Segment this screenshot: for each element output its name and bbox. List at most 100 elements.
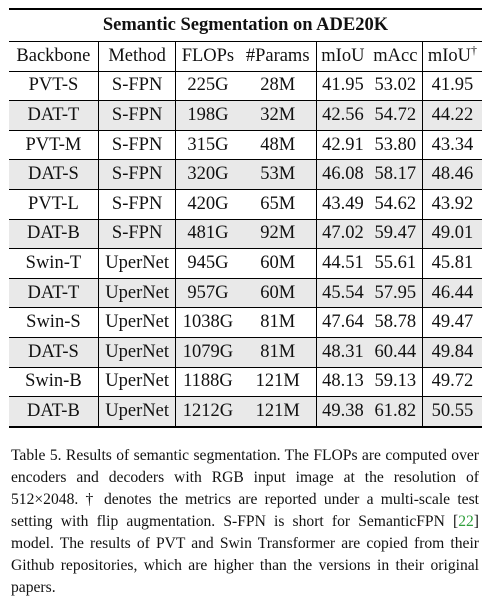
cell-macc: 55.61 (374, 252, 417, 273)
cell-miou: 42.91 (315, 130, 369, 160)
cell-backbone: Swin-S (26, 312, 81, 333)
table-row: PVT-S S-FPN 225G 28M 41.95 53.02 41.95 (9, 71, 482, 101)
cell-macc: 59.13 (374, 371, 417, 392)
table-title-row: Semantic Segmentation on ADE20K (9, 8, 482, 42)
cell-backbone: DAT-S (9, 159, 99, 190)
header-macc: mAcc (368, 41, 423, 72)
cell-flops: 1212G (175, 396, 240, 427)
cell-miou-ms: 44.22 (421, 100, 482, 131)
header-miou-ms-label: mIoU (427, 45, 472, 66)
cell-params: 121M (255, 371, 300, 392)
table-title: Semantic Segmentation on ADE20K (9, 8, 482, 42)
cell-flops: 225G (175, 71, 240, 101)
table-row: PVT-L S-FPN 420G 65M 43.49 54.62 43.92 (9, 189, 482, 220)
cell-macc: 61.82 (368, 396, 423, 427)
table-row: PVT-M S-FPN 315G 48M 42.91 53.80 43.34 (9, 130, 482, 160)
cell-miou: 45.54 (315, 278, 369, 308)
cell-method: UperNet (97, 248, 176, 279)
table-row: Swin-S UperNet 1038G 81M 47.64 58.78 49.47 (9, 307, 482, 338)
cell-miou-ms: 48.46 (421, 159, 482, 190)
results-table: Semantic Segmentation on ADE20K Backbone… (9, 8, 482, 428)
cell-backbone: Swin-T (25, 252, 82, 273)
cell-backbone: DAT-S (9, 337, 99, 368)
table-header-row: Backbone Method FLOPs #Params mIoU mAcc … (9, 41, 482, 72)
cell-method: UperNet (97, 367, 176, 397)
cell-method: UperNet (97, 337, 176, 368)
cell-params: 81M (260, 312, 296, 333)
cell-macc: 58.78 (374, 312, 417, 333)
cell-method: S-FPN (97, 130, 176, 160)
table-row: DAT-S UperNet 1079G 81M 48.31 60.44 49.84 (9, 337, 482, 368)
cell-miou-ms: 49.47 (421, 307, 482, 338)
cell-backbone: PVT-L (28, 193, 79, 214)
dagger-mark: † (471, 42, 478, 57)
cell-params: 92M (239, 219, 317, 249)
cell-macc: 58.17 (368, 159, 423, 190)
cell-miou-ms: 43.34 (421, 130, 482, 160)
header-flops: FLOPs (175, 41, 240, 72)
cell-params: 28M (260, 75, 296, 96)
cell-miou: 44.51 (315, 248, 369, 279)
table-row: DAT-S S-FPN 320G 53M 46.08 58.17 48.46 (9, 159, 482, 190)
table-body: PVT-S S-FPN 225G 28M 41.95 53.02 41.95 DAT-T S-F… (9, 71, 482, 427)
cell-miou: 43.49 (315, 189, 369, 220)
cell-macc: 60.44 (368, 337, 423, 368)
cell-flops: 1188G (175, 367, 240, 397)
cell-backbone: DAT-B (9, 396, 99, 427)
cell-params: 48M (260, 134, 296, 155)
cell-miou-ms: 41.95 (421, 71, 482, 101)
cell-miou-ms: 46.44 (421, 278, 482, 308)
cell-method: S-FPN (97, 159, 176, 190)
table-row: DAT-B S-FPN 481G 92M 47.02 59.47 49.01 (9, 219, 482, 249)
table-row: Swin-B UperNet 1188G 121M 48.13 59.13 49.72 (9, 367, 482, 397)
header-miou: mIoU (315, 41, 369, 72)
cell-params: 81M (239, 337, 317, 368)
cell-params: 60M (260, 252, 296, 273)
header-miou-ms: mIoU† (421, 41, 482, 72)
cell-backbone: DAT-T (9, 278, 99, 308)
cell-macc: 54.62 (374, 193, 417, 214)
caption-text: Table 5. Results of semantic segmentatio… (11, 445, 479, 599)
cell-macc: 54.72 (368, 100, 423, 131)
cell-miou: 48.13 (315, 367, 369, 397)
cell-miou: 46.08 (315, 159, 369, 190)
cell-miou-ms: 43.92 (421, 189, 482, 220)
cell-flops: 198G (175, 100, 240, 131)
cell-flops: 1079G (175, 337, 240, 368)
cell-method: S-FPN (97, 219, 176, 249)
table-row: DAT-T S-FPN 198G 32M 42.56 54.72 44.22 (9, 100, 482, 131)
cell-params: 121M (239, 396, 317, 427)
cell-miou: 42.56 (315, 100, 369, 131)
cell-params: 65M (260, 193, 296, 214)
cell-method: UperNet (97, 307, 176, 338)
cell-miou-ms: 49.72 (421, 367, 482, 397)
cell-params: 53M (239, 159, 317, 190)
header-params: #Params (239, 41, 317, 72)
cell-miou: 41.95 (315, 71, 369, 101)
header-method: Method (97, 41, 176, 72)
cell-backbone: PVT-S (28, 75, 79, 96)
caption-text-part2: ] model. The results of PVT and Swin Tra… (11, 513, 479, 596)
header-backbone: Backbone (9, 41, 99, 72)
citation-link[interactable]: 22 (458, 513, 474, 530)
cell-method: UperNet (97, 396, 176, 427)
cell-flops: 1038G (175, 307, 240, 338)
cell-method: UperNet (97, 278, 176, 308)
cell-backbone: DAT-B (9, 219, 99, 249)
cell-params: 60M (239, 278, 317, 308)
cell-method: S-FPN (97, 71, 176, 101)
table-row: DAT-T UperNet 957G 60M 45.54 57.95 46.44 (9, 278, 482, 308)
caption-text-part1: Table 5. Results of semantic segmentatio… (11, 447, 479, 530)
cell-backbone: Swin-B (25, 371, 82, 392)
cell-flops: 481G (175, 219, 240, 249)
cell-miou: 47.64 (315, 307, 369, 338)
cell-miou-ms: 49.01 (421, 219, 482, 249)
cell-method: S-FPN (97, 189, 176, 220)
cell-flops: 315G (175, 130, 240, 160)
cell-macc: 53.80 (374, 134, 417, 155)
results-table-container: Semantic Segmentation on ADE20K Backbone… (9, 8, 482, 428)
cell-flops: 320G (175, 159, 240, 190)
table-row: DAT-B UperNet 1212G 121M 49.38 61.82 50.55 (9, 396, 482, 427)
cell-flops: 957G (175, 278, 240, 308)
cell-macc: 59.47 (368, 219, 423, 249)
